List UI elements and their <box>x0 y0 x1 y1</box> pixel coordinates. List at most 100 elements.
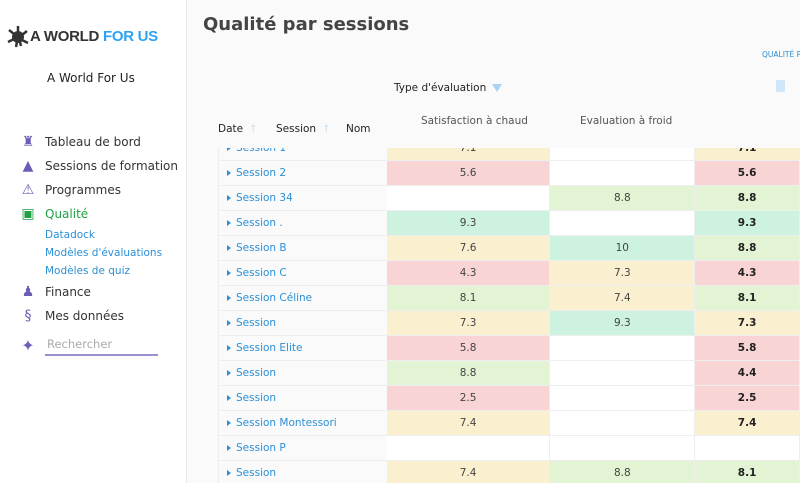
session-link[interactable]: Session P <box>219 436 387 460</box>
satisfaction-cell: 5.8 <box>386 336 551 360</box>
session-link[interactable]: Session <box>219 361 387 385</box>
evaluation-cell <box>550 211 696 235</box>
column-session[interactable]: Session ↑ <box>276 123 331 135</box>
session-link[interactable]: Session <box>219 386 387 410</box>
evaluation-cell: 9.3 <box>550 311 696 335</box>
logo-splash-icon <box>7 26 29 48</box>
column-date[interactable]: Date ↑ <box>218 123 258 135</box>
rocket-icon: ▲ <box>22 158 34 174</box>
search: ✦ Rechercher <box>18 334 178 356</box>
session-link[interactable]: Session C <box>219 261 387 285</box>
table-row: Session 7.4 8.8 8.1 <box>219 461 800 483</box>
session-link[interactable]: Session <box>219 311 387 335</box>
total-cell: 4.4 <box>695 361 800 385</box>
satisfaction-cell: 7.1 <box>386 148 551 160</box>
table-row: Session 2 5.6 5.6 <box>219 161 800 186</box>
table-row: Session Montessori 7.4 7.4 <box>219 411 800 436</box>
evaluation-cell: 8.8 <box>550 186 696 210</box>
satisfaction-cell: 7.4 <box>386 461 551 483</box>
sidebar-item-5[interactable]: § Mes données <box>18 304 178 328</box>
evaluation-type-header: Type d'évaluation <box>394 82 503 94</box>
total-cell: 7.3 <box>695 311 800 335</box>
dna-icon: § <box>24 308 32 324</box>
session-link[interactable]: Session B <box>219 236 387 260</box>
session-link[interactable]: Session 2 <box>219 161 387 185</box>
total-cell: 7.4 <box>695 411 800 435</box>
sidebar-subitem[interactable]: Modèles d'évaluations <box>45 247 163 259</box>
total-cell: 8.1 <box>695 286 800 310</box>
evaluation-cell <box>550 336 696 360</box>
sidebar-item-0[interactable]: ♜ Tableau de bord <box>18 130 178 154</box>
satisfaction-cell: 7.6 <box>386 236 551 260</box>
sidebar-item-label: Finance <box>45 285 91 299</box>
session-link[interactable]: Session 34 <box>219 186 387 210</box>
evaluation-cell: 7.3 <box>550 261 696 285</box>
total-cell: 9.3 <box>695 211 800 235</box>
table-row: Session 1 7.1 7.1 <box>219 148 800 161</box>
search-input[interactable]: Rechercher <box>45 334 158 356</box>
evaluation-cell <box>550 161 696 185</box>
sort-arrow-icon: ↑ <box>249 124 258 135</box>
breadcrumb[interactable]: QUALITÉ PA <box>762 50 800 59</box>
sidebar-item-4[interactable]: ♟ Finance <box>18 280 178 304</box>
sidebar-item-2[interactable]: ⚠ Programmes <box>18 178 178 202</box>
sidebar: A WORLD FOR US A World For Us ♜ Tableau de… <box>0 0 187 483</box>
satisfaction-cell <box>386 186 551 210</box>
evaluation-cell: 10 <box>550 236 696 260</box>
evaluation-cell <box>550 386 696 410</box>
evaluation-cell <box>550 411 696 435</box>
export-icon[interactable] <box>776 80 785 92</box>
session-link[interactable]: Session <box>219 461 387 483</box>
satisfaction-cell: 7.4 <box>386 411 551 435</box>
session-link[interactable]: Session 1 <box>219 148 387 160</box>
satisfaction-cell <box>386 436 551 460</box>
column-satisfaction-chaud: Satisfaction à chaud <box>421 115 528 127</box>
table-row: Session 8.8 4.4 <box>219 361 800 386</box>
table-row: Session Elite 5.8 5.8 <box>219 336 800 361</box>
sidebar-item-1[interactable]: ▲ Sessions de formation <box>18 154 178 178</box>
table-row: Session 34 8.8 8.8 <box>219 186 800 211</box>
satisfaction-cell: 4.3 <box>386 261 551 285</box>
total-cell: 5.8 <box>695 336 800 360</box>
sidebar-nav: ♜ Tableau de bord ▲ Sessions de formation ⚠ P… <box>18 130 178 356</box>
total-cell: 5.6 <box>695 161 800 185</box>
sidebar-item-label: Sessions de formation <box>45 159 178 173</box>
evaluation-cell <box>550 436 696 460</box>
table-row: Session C 4.3 7.3 4.3 <box>219 261 800 286</box>
total-cell: 8.1 <box>695 461 800 483</box>
satisfaction-cell: 7.3 <box>386 311 551 335</box>
logo[interactable]: A WORLD FOR US <box>6 24 158 48</box>
session-link[interactable]: Session Elite <box>219 336 387 360</box>
quality-table: Session 1 7.1 7.1 Session 2 5.6 5.6 Sessio… <box>218 148 800 483</box>
table-row: Session 2.5 2.5 <box>219 386 800 411</box>
table-row: Session Céline 8.1 7.4 8.1 <box>219 286 800 311</box>
satisfaction-cell: 2.5 <box>386 386 551 410</box>
sidebar-item-label: Qualité <box>45 207 89 221</box>
sidebar-subitem[interactable]: Modèles de quiz <box>45 265 131 277</box>
filter-icon[interactable] <box>492 84 503 92</box>
session-link[interactable]: Session Céline <box>219 286 387 310</box>
table-row: Session . 9.3 9.3 <box>219 211 800 236</box>
satisfaction-cell: 5.6 <box>386 161 551 185</box>
page-title: Qualité par sessions <box>203 14 410 35</box>
sidebar-subitem[interactable]: Datadock <box>45 229 96 241</box>
table-row: Session P <box>219 436 800 461</box>
column-nom[interactable]: Nom <box>346 123 371 135</box>
total-cell: 8.8 <box>695 236 800 260</box>
total-cell: 4.3 <box>695 261 800 285</box>
satisfaction-cell: 8.8 <box>386 361 551 385</box>
evaluation-cell: 8.8 <box>550 461 696 483</box>
session-link[interactable]: Session Montessori <box>219 411 387 435</box>
quality-icon: ▣ <box>21 206 35 222</box>
sextant-icon: ⚠ <box>21 182 35 198</box>
telescope-icon: ✦ <box>21 335 35 355</box>
search-placeholder: Rechercher <box>47 337 113 351</box>
sidebar-item-3[interactable]: ▣ Qualité <box>18 202 178 226</box>
satisfaction-cell: 8.1 <box>386 286 551 310</box>
table-row: Session B 7.6 10 8.8 <box>219 236 800 261</box>
total-cell: 8.8 <box>695 186 800 210</box>
session-link[interactable]: Session . <box>219 211 387 235</box>
sidebar-item-label: Mes données <box>45 309 124 323</box>
organization-name: A World For Us <box>47 71 135 85</box>
sort-arrow-icon: ↑ <box>322 124 331 135</box>
